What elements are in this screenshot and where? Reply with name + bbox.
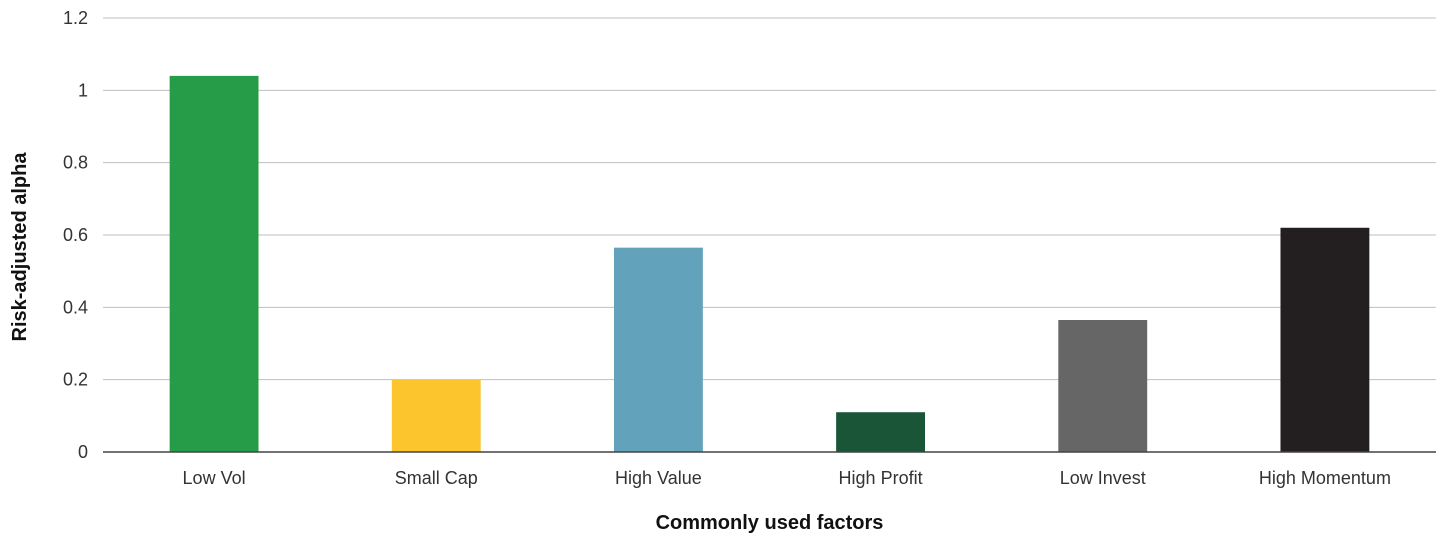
- y-tick-label: 1: [78, 80, 88, 100]
- x-tick-label: Low Invest: [1060, 468, 1146, 488]
- x-axis-ticks: Low Vol Small Cap High Value High Profit Low…: [183, 468, 1391, 488]
- y-tick-label: 0.2: [63, 370, 88, 390]
- x-axis-title: Commonly used factors: [656, 512, 884, 534]
- bar-high-value: [613, 247, 703, 452]
- y-tick-label: 0: [78, 442, 88, 462]
- x-tick-label: High Profit: [839, 468, 923, 488]
- bar-small-cap: [391, 379, 481, 452]
- bar-low-vol: [169, 75, 259, 452]
- x-tick-label: Small Cap: [395, 468, 478, 488]
- x-tick-label: High Momentum: [1259, 468, 1391, 488]
- y-tick-label: 0.6: [63, 225, 88, 245]
- gridlines: [103, 17, 1436, 381]
- y-tick-label: 0.4: [63, 297, 88, 317]
- bars: [169, 75, 1370, 452]
- y-axis-title: Risk-adjusted alpha: [9, 152, 31, 342]
- x-tick-label: Low Vol: [183, 468, 246, 488]
- y-axis-ticks: 0 0.2 0.4 0.6 0.8 1 1.2: [63, 8, 88, 462]
- x-tick-label: High Value: [615, 468, 702, 488]
- bar-low-invest: [1058, 319, 1148, 452]
- y-tick-label: 0.8: [63, 153, 88, 173]
- bar-high-profit: [836, 412, 926, 452]
- bar-high-momentum: [1280, 227, 1370, 452]
- y-tick-label: 1.2: [63, 8, 88, 28]
